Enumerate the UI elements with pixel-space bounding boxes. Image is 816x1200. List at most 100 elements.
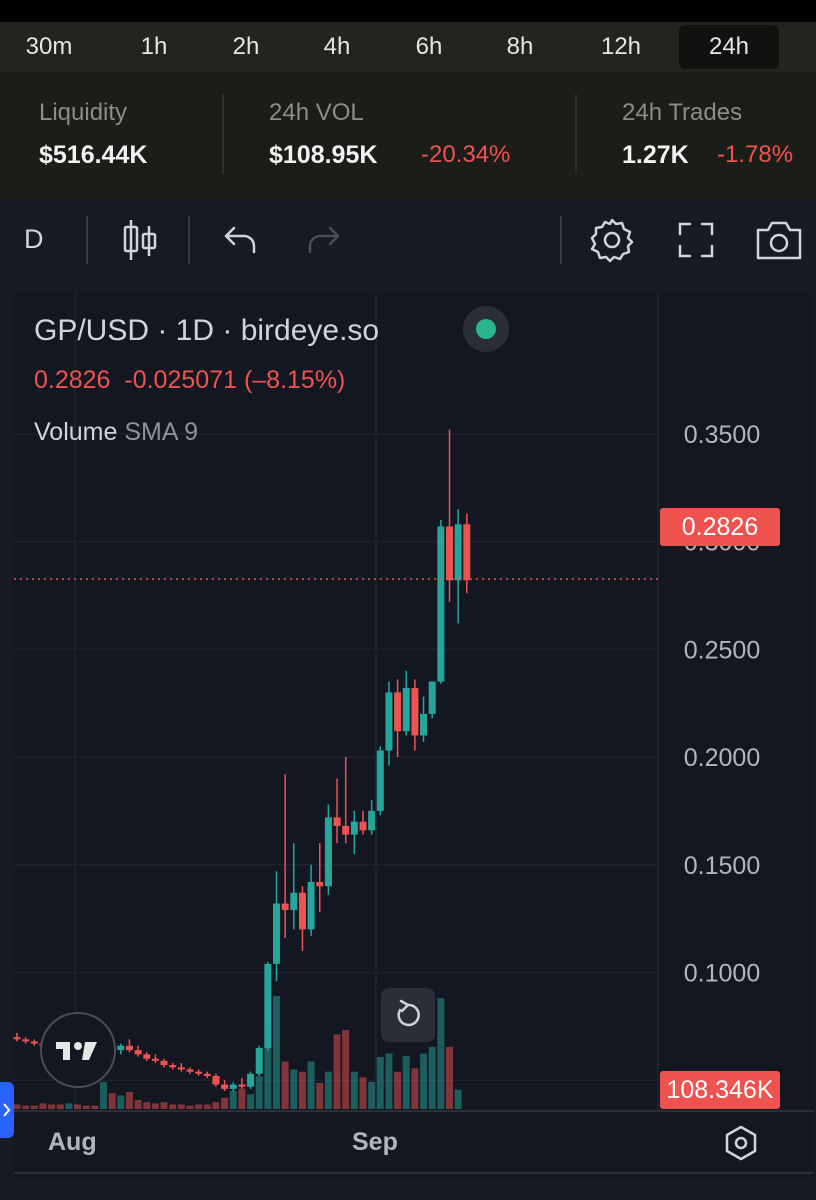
volume-bar (264, 1019, 272, 1109)
tradingview-logo[interactable] (40, 1012, 116, 1088)
fullscreen-icon[interactable] (676, 220, 716, 260)
volume-bar (91, 1105, 99, 1109)
undo-icon[interactable] (222, 224, 260, 256)
candle (203, 1071, 211, 1079)
candle (273, 871, 280, 982)
price-axis-tick: 0.2000 (684, 744, 760, 772)
volume-legend-indicator: SMA 9 (124, 418, 198, 446)
volume-bar (385, 1053, 393, 1109)
candle (368, 800, 376, 835)
candle (221, 1080, 229, 1092)
volume-bar (411, 1068, 419, 1109)
top-strip (0, 0, 816, 22)
candle (195, 1069, 203, 1076)
time-axis-label-sep: Sep (352, 1128, 398, 1156)
volume-bar (117, 1095, 125, 1109)
candle (169, 1063, 177, 1070)
volume-bar (247, 1094, 255, 1109)
pair-stats: Liquidity $516.44K 24h VOL $108.95K -20.… (0, 72, 816, 198)
chart-legend-price: 0.2826 -0.025071 (–8.15%) (34, 366, 345, 395)
volume-bar (229, 1090, 237, 1109)
redo-icon[interactable] (304, 224, 342, 256)
trades-24h-value: 1.27K (622, 141, 689, 169)
candle (264, 961, 272, 1051)
market-status-indicator[interactable] (463, 306, 509, 352)
volume-bar (143, 1102, 151, 1109)
legend-close-value: 0.2826 (34, 366, 111, 394)
candle (402, 670, 410, 736)
candle (229, 1082, 237, 1092)
volume-bar (428, 1046, 436, 1109)
toolbar-divider (86, 216, 88, 264)
volume-bar (65, 1103, 73, 1109)
candle (151, 1054, 159, 1064)
chart-legend-title[interactable]: GP/USD · 1D · birdeye.so (34, 314, 380, 347)
price-axis-tick: 0.1000 (684, 960, 760, 988)
trades-24h-change: -1.78% (717, 141, 794, 168)
candle (30, 1039, 38, 1046)
volume-bar (333, 1034, 341, 1109)
volume-bar (30, 1105, 38, 1109)
volume-bar (39, 1103, 47, 1109)
candle (186, 1067, 194, 1074)
reset-icon (397, 999, 420, 1027)
timeframe-6h[interactable]: 6h (415, 33, 443, 60)
volume-bar (368, 1081, 376, 1109)
candle (238, 1078, 246, 1089)
price-axis-tick: 0.3500 (684, 421, 760, 449)
volume-bar (195, 1104, 203, 1109)
volume-bar (290, 1069, 298, 1109)
candle (420, 696, 428, 742)
candle (125, 1039, 133, 1053)
chart-toolbar: D (0, 198, 816, 284)
volume-bar (281, 1061, 289, 1109)
volume-bar (169, 1104, 177, 1109)
volume-bar (177, 1104, 185, 1109)
candle (22, 1037, 30, 1044)
side-panel-toggle[interactable] (0, 1082, 14, 1138)
camera-icon[interactable] (754, 218, 804, 262)
chart-settings-icon[interactable] (722, 1124, 760, 1162)
candle (298, 886, 306, 951)
volume-bar (203, 1104, 211, 1109)
candle (428, 681, 436, 719)
volume-bar (56, 1104, 64, 1109)
candle (411, 679, 419, 751)
timeframe-1h[interactable]: 1h (140, 33, 168, 60)
volume-bar (324, 1071, 332, 1109)
chevron-right-icon (3, 1103, 11, 1117)
volume-bar (134, 1099, 142, 1109)
volume-bar (350, 1071, 358, 1109)
reset-chart-button[interactable] (381, 988, 435, 1042)
interval-button[interactable]: D (24, 224, 44, 254)
candle (160, 1058, 168, 1068)
volume-bar (342, 1029, 350, 1109)
volume-legend-label: Volume (34, 418, 118, 446)
candle (359, 810, 367, 835)
time-axis-label-aug: Aug (48, 1128, 97, 1156)
timeframe-4h[interactable]: 4h (323, 33, 351, 60)
candle (333, 778, 341, 844)
chart-legend-volume[interactable]: Volume SMA 9 (34, 418, 198, 447)
timeframe-8h[interactable]: 8h (506, 33, 534, 60)
volume-bar (307, 1061, 315, 1109)
legend-change-percent: (–8.15%) (243, 366, 346, 394)
candle (143, 1052, 151, 1061)
timeframe-30m[interactable]: 30m (25, 33, 73, 60)
candle (247, 1071, 255, 1089)
timeframe-24h[interactable]: 24h (679, 25, 779, 69)
liquidity-value: $516.44K (39, 141, 148, 169)
legend-change-value: -0.025071 (124, 366, 237, 394)
candle (385, 681, 393, 766)
candle-type-icon[interactable] (120, 218, 160, 262)
bottom-border (14, 1172, 814, 1174)
volume-bar (108, 1093, 116, 1109)
volume-bar (82, 1105, 90, 1109)
timeframe-12h[interactable]: 12h (600, 33, 642, 60)
candle (394, 679, 402, 757)
candle (316, 843, 324, 913)
volume-bar (74, 1104, 82, 1109)
settings-gear-icon[interactable] (588, 216, 636, 264)
timeframe-2h[interactable]: 2h (232, 33, 260, 60)
